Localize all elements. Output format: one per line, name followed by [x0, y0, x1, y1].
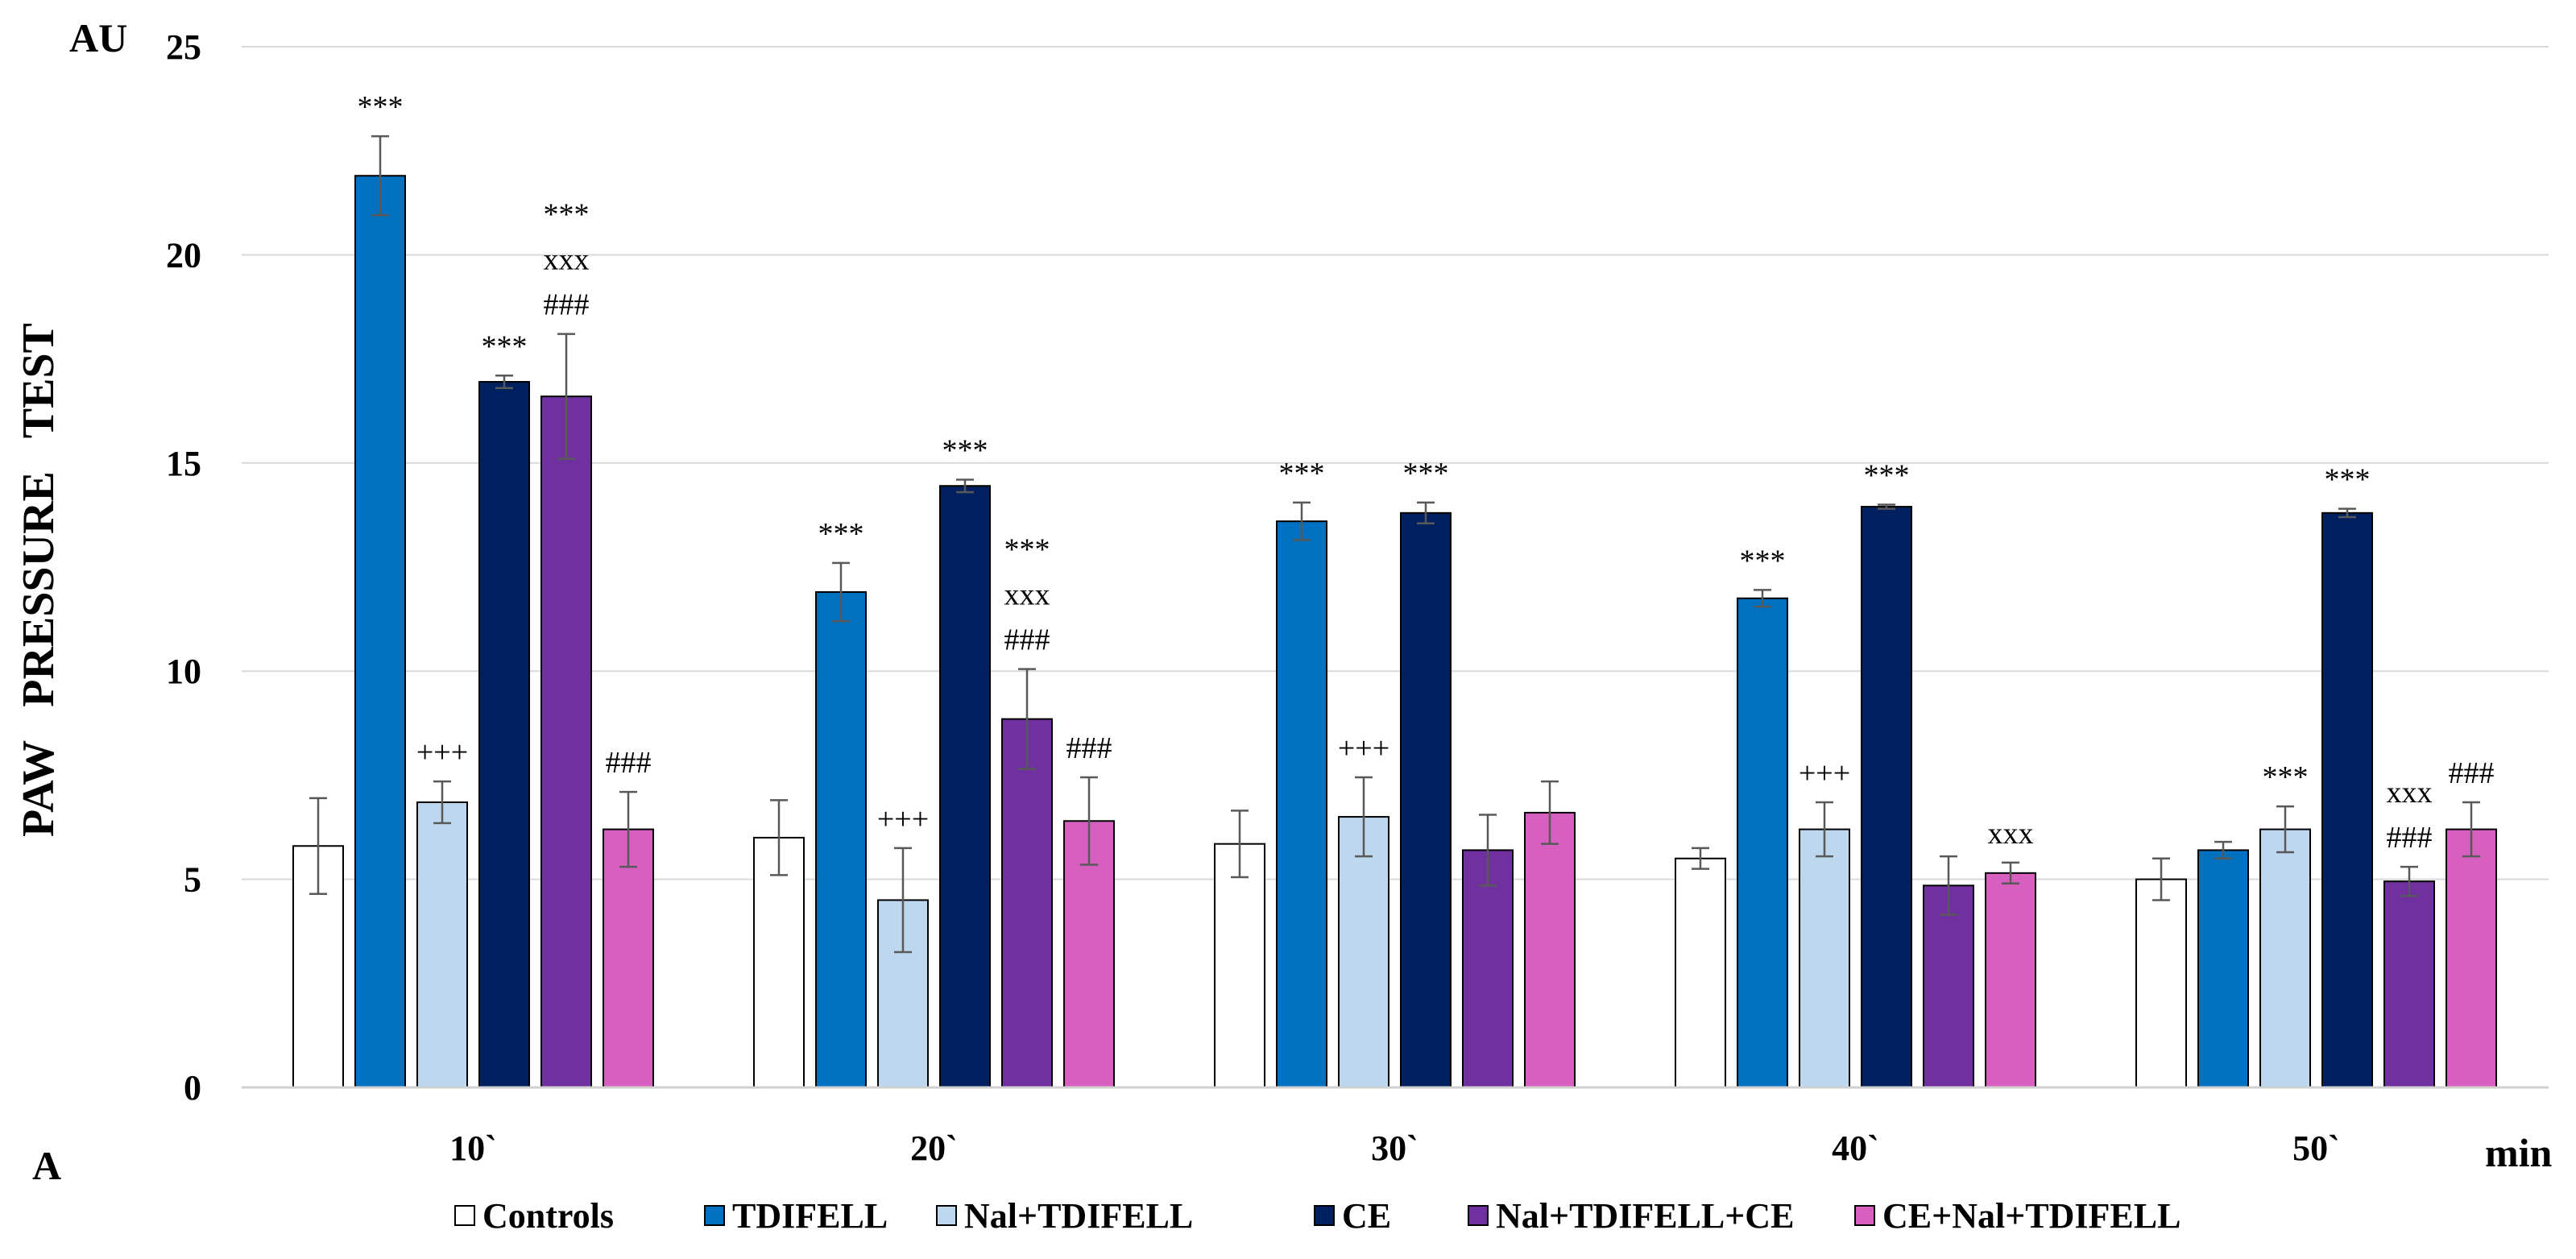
y-tick-label: 5 [184, 860, 201, 900]
x-tick-label: 40` [1832, 1129, 1879, 1168]
annotation-label: ### [544, 288, 590, 322]
bar-1-1 [815, 591, 867, 1088]
annotation-label: *** [942, 433, 988, 467]
y-axis-title: PAW PRESSURE TEST [14, 323, 64, 837]
legend-swatch-5 [1854, 1205, 1875, 1226]
y-tick-label: 15 [166, 444, 201, 483]
x-unit-label: min [2485, 1130, 2553, 1175]
annotation-label: xxx [544, 243, 590, 277]
bar-5-2 [1524, 811, 1576, 1088]
x-tick-label: 10` [449, 1129, 497, 1168]
bar-5-3 [1985, 872, 2036, 1089]
bar-2-4 [2259, 828, 2311, 1088]
y-unit-label: AU [69, 15, 127, 60]
bar-3-1 [939, 485, 991, 1088]
significance-annotations: *** +++ *** *** xxx ### ### *** +++ *** *** xxx ### #… [358, 90, 2495, 855]
annotation-label: +++ [1799, 756, 1850, 790]
legend-label: TDIFELL [732, 1196, 888, 1236]
bars [292, 175, 2497, 1089]
x-axis-ticks: 10` 20` 30` 40` 50` [449, 1129, 2340, 1168]
legend-swatch-3 [1314, 1205, 1335, 1226]
bar-5-4 [2446, 828, 2497, 1088]
bar-2-3 [1799, 828, 1850, 1088]
bar-4-4 [2383, 880, 2435, 1088]
annotation-label: *** [2325, 463, 2371, 497]
annotation-label: *** [544, 198, 590, 232]
y-axis-ticks: 0 5 10 15 20 25 [166, 27, 201, 1108]
bar-0-3 [1675, 857, 1726, 1088]
bar-4-3 [1923, 884, 1974, 1089]
y-tick-label: 25 [166, 27, 201, 67]
annotation-label: +++ [416, 735, 468, 769]
y-tick-label: 20 [166, 235, 201, 275]
legend-label: CE [1342, 1196, 1391, 1236]
x-tick-label: 50` [2292, 1129, 2340, 1168]
annotation-label: *** [1004, 533, 1050, 567]
bar-3-0 [478, 381, 530, 1088]
annotation-label: *** [482, 329, 528, 363]
annotation-label: +++ [877, 802, 929, 836]
legend-label: Nal+TDIFELL+CE [1496, 1196, 1794, 1236]
annotation-label: ### [1066, 731, 1112, 765]
legend: Controls TDIFELL Nal+TDIFELL CE Nal+TDIFELL+… [454, 1196, 2180, 1236]
legend-swatch-1 [704, 1205, 725, 1226]
panel-label: A [32, 1143, 61, 1188]
annotation-label: +++ [1338, 731, 1389, 765]
annotation-label: ### [1004, 623, 1050, 657]
bar-2-2 [1338, 816, 1389, 1089]
legend-swatch-2 [936, 1205, 957, 1226]
bar-1-4 [2197, 849, 2249, 1088]
annotation-label: *** [1740, 544, 1786, 578]
bar-3-3 [1861, 506, 1912, 1088]
legend-swatch-4 [1468, 1205, 1489, 1226]
annotation-label: *** [358, 90, 404, 124]
annotation-label: *** [1864, 458, 1910, 492]
annotation-label: *** [2263, 760, 2309, 794]
legend-label: Nal+TDIFELL [964, 1196, 1193, 1236]
bar-3-4 [2321, 511, 2373, 1088]
bar-1-3 [1737, 597, 1788, 1088]
bar-5-0 [603, 828, 654, 1088]
bar-0-2 [1214, 843, 1265, 1088]
y-tick-label: 0 [184, 1068, 201, 1108]
x-tick-label: 20` [910, 1129, 958, 1168]
legend-label: CE+Nal+TDIFELL [1882, 1196, 2180, 1236]
y-tick-label: 10 [166, 652, 201, 691]
legend-label: Controls [482, 1196, 614, 1236]
bar-1-0 [354, 175, 406, 1088]
annotation-label: xxx [1988, 817, 2034, 851]
bar-1-2 [1276, 520, 1327, 1088]
annotation-label: ### [2449, 756, 2495, 790]
annotation-label: *** [818, 517, 864, 551]
annotation-label: xxx [1004, 578, 1050, 612]
bar-0-4 [2135, 878, 2187, 1088]
bar-2-0 [416, 801, 468, 1088]
annotation-label: xxx [2387, 776, 2433, 810]
bar-4-1 [1001, 718, 1053, 1089]
annotation-label: ### [2387, 821, 2433, 855]
bar-3-2 [1400, 511, 1452, 1088]
legend-swatch-0 [454, 1205, 475, 1226]
error-bars [309, 135, 2480, 954]
annotation-label: *** [1403, 457, 1449, 491]
annotation-label: *** [1279, 457, 1325, 491]
x-tick-label: 30` [1371, 1129, 1418, 1168]
annotation-label: ### [606, 746, 652, 780]
bar-4-0 [540, 396, 592, 1088]
